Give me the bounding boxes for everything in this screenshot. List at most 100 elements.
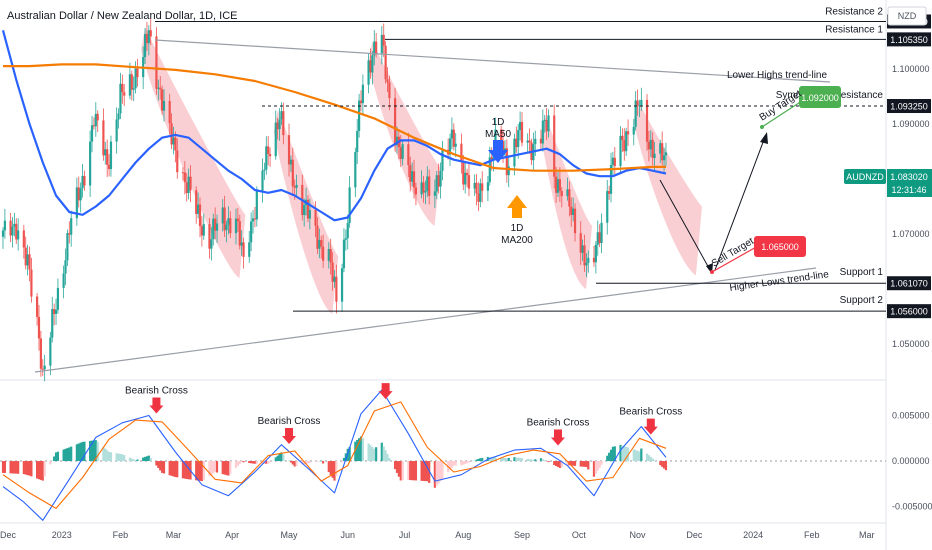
macd-histogram-bar xyxy=(393,461,397,470)
projection-up-line xyxy=(714,136,766,271)
time-axis[interactable]: Dec 2023 Feb Mar Apr May Jun Jul Aug Sep Oct Nov Dec… xyxy=(0,530,874,540)
macd-tick-label: 0.005000 xyxy=(892,411,930,421)
macd-histogram-bar xyxy=(9,461,12,474)
candle-body xyxy=(333,276,336,282)
macd-axis[interactable]: 0.005000 0.000000 -0.005000 xyxy=(892,411,932,512)
macd-histogram-bar xyxy=(215,461,219,473)
macd-histogram-bar xyxy=(619,444,622,462)
macd-histogram-bar xyxy=(62,449,65,462)
macd-histogram-bar xyxy=(35,461,39,479)
last-price-tag xyxy=(887,169,932,197)
higher-lows-trend-line[interactable] xyxy=(34,267,817,373)
macd-histogram-bar xyxy=(329,461,332,475)
macd-histogram-bar xyxy=(534,459,537,462)
symbol-tag xyxy=(844,169,886,184)
candle-body xyxy=(464,172,467,185)
macd-histogram-bar xyxy=(594,461,597,474)
candle-body xyxy=(600,222,603,243)
candle-body xyxy=(278,119,281,130)
candle-body xyxy=(251,218,255,222)
buy-target-box[interactable] xyxy=(799,86,841,108)
bearish-cross-label: Bearish Cross xyxy=(258,416,321,427)
candle-body xyxy=(115,119,118,142)
candle-body xyxy=(411,171,414,182)
macd-histogram-bar xyxy=(558,461,561,468)
macd-histogram-bar xyxy=(492,457,495,462)
macd-histogram-bar xyxy=(556,461,560,467)
macd-histogram-bar xyxy=(532,459,535,462)
price-axis[interactable]: 1.100000 1.090000 1.070000 1.050000 xyxy=(892,64,930,349)
candle-body xyxy=(223,207,226,231)
symbol-tag-text: AUDNZD xyxy=(846,172,884,182)
candle-body xyxy=(382,34,385,46)
candle-body xyxy=(513,138,516,167)
macd-histogram-bar xyxy=(598,461,601,468)
bearish-cross-label: Bearish Cross xyxy=(125,386,188,397)
price-tick-label: 1.070000 xyxy=(892,229,930,239)
time-tick-label: 2023 xyxy=(52,530,72,540)
currency-badge[interactable] xyxy=(887,6,927,26)
macd-histogram-bar xyxy=(229,461,232,474)
macd-histogram-bar xyxy=(462,461,465,465)
candle-body xyxy=(467,175,471,189)
macd-histogram-bar xyxy=(68,447,71,462)
candle-body xyxy=(585,262,588,266)
candle-body xyxy=(634,100,637,127)
macd-histogram-bar xyxy=(583,461,586,467)
macd-histogram-bar xyxy=(623,446,626,462)
candle-body xyxy=(348,187,351,224)
macd-histogram-bar xyxy=(293,461,296,467)
candle-body xyxy=(409,165,412,182)
candle-body xyxy=(424,191,427,193)
macd-histogram xyxy=(1,436,668,488)
candle-body xyxy=(240,242,243,246)
macd-histogram-bar xyxy=(500,457,503,462)
candle-body xyxy=(157,87,160,89)
sell-target-box[interactable] xyxy=(754,236,806,257)
macd-histogram-bar xyxy=(295,461,298,467)
macd-histogram-bar xyxy=(490,457,493,462)
macd-histogram-bar xyxy=(388,457,391,462)
candle-body xyxy=(638,105,641,107)
candle-body xyxy=(342,239,346,269)
macd-histogram-bar xyxy=(380,442,383,462)
macd-histogram-bar xyxy=(361,438,364,462)
candle-body xyxy=(428,176,431,196)
candle-body xyxy=(70,218,73,235)
candle-body xyxy=(83,175,86,186)
candle-body xyxy=(556,179,560,193)
macd-histogram-bar xyxy=(136,459,139,462)
candle-body xyxy=(613,157,616,167)
macd-histogram-bar xyxy=(611,446,615,462)
candle-body xyxy=(41,368,44,370)
candle-body xyxy=(316,225,319,249)
last-price: 1.083020 xyxy=(890,172,928,182)
macd-lines xyxy=(2,389,667,521)
candle-body xyxy=(13,223,16,227)
macd-tick-label: 0.000000 xyxy=(892,456,930,466)
candle-body xyxy=(215,223,219,231)
macd-histogram-bar xyxy=(248,461,251,464)
candle-body xyxy=(426,176,429,192)
candle-body xyxy=(37,316,41,339)
macd-histogram-bar xyxy=(554,461,558,467)
candle-body xyxy=(619,135,622,167)
macd-histogram-bar xyxy=(267,461,270,464)
macd-histogram-bar xyxy=(54,452,58,462)
sell-target-line xyxy=(711,245,759,273)
macd-histogram-bar xyxy=(609,449,613,462)
candle-body xyxy=(433,191,436,196)
candle-body xyxy=(553,115,556,177)
macd-histogram-bar xyxy=(600,461,603,465)
macd-histogram-bar xyxy=(520,458,524,462)
candle-body xyxy=(320,240,323,247)
macd-histogram-bar xyxy=(37,461,41,480)
bearish-cross-markers: Bearish Cross Bearish Cross Bearish Cross B… xyxy=(125,383,682,446)
macd-histogram-bar xyxy=(11,461,14,474)
macd-histogram-bar xyxy=(640,448,643,462)
lower-highs-trend-line[interactable] xyxy=(154,39,831,83)
chart-title: Australian Dollar / New Zealand Dollar, … xyxy=(7,10,237,22)
candle-body xyxy=(412,171,416,188)
macd-histogram-bar xyxy=(123,455,126,462)
